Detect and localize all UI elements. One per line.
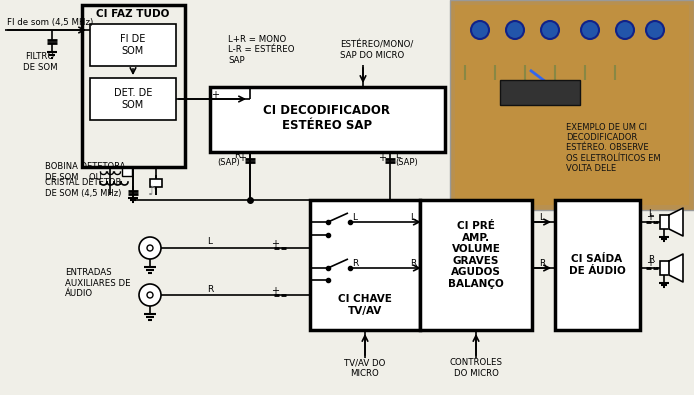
Polygon shape xyxy=(669,254,683,282)
Bar xyxy=(90,78,176,120)
Circle shape xyxy=(646,21,664,39)
Text: CI SAÍDA
DE ÁUDIO: CI SAÍDA DE ÁUDIO xyxy=(568,254,625,276)
Text: +: + xyxy=(271,239,279,249)
Text: TV/AV DO
MICRO: TV/AV DO MICRO xyxy=(344,358,386,378)
Text: L+R = MONO
L-R = ESTÉREO
SAP: L+R = MONO L-R = ESTÉREO SAP xyxy=(228,35,294,65)
Bar xyxy=(90,24,176,66)
Bar xyxy=(660,215,669,229)
Text: R: R xyxy=(648,254,654,263)
Circle shape xyxy=(147,292,153,298)
Circle shape xyxy=(616,21,634,39)
Text: CI PRÉ
AMP.
VOLUME
GRAVES
AGUDOS
BALANÇO: CI PRÉ AMP. VOLUME GRAVES AGUDOS BALANÇO xyxy=(448,221,504,289)
Bar xyxy=(555,200,640,330)
Bar xyxy=(310,200,420,330)
Bar xyxy=(122,168,132,176)
Text: R: R xyxy=(352,258,358,267)
Circle shape xyxy=(541,21,559,39)
Text: +: + xyxy=(646,212,654,222)
Text: L: L xyxy=(208,237,212,246)
Text: L: L xyxy=(353,213,357,222)
Text: FI DE
SOM: FI DE SOM xyxy=(120,34,146,56)
Text: R: R xyxy=(410,260,416,269)
Text: (SAP): (SAP) xyxy=(217,158,240,167)
Text: CONTROLES
DO MICRO: CONTROLES DO MICRO xyxy=(450,358,502,378)
Text: DET. DE
SOM: DET. DE SOM xyxy=(114,88,152,110)
Text: FILTRO
DE SOM: FILTRO DE SOM xyxy=(23,52,58,72)
Text: ♪: ♪ xyxy=(148,184,156,198)
Text: FI de som (4,5 MHz): FI de som (4,5 MHz) xyxy=(7,17,93,26)
Circle shape xyxy=(506,21,524,39)
Circle shape xyxy=(471,21,489,39)
Text: EXEMPLO DE UM CI
DECODIFICADOR
ESTÉREO. OBSERVE
OS ELETROLÍTICOS EM
VOLTA DELE: EXEMPLO DE UM CI DECODIFICADOR ESTÉREO. … xyxy=(566,123,661,173)
Text: ESTÉREO/MONO/
SAP DO MICRO: ESTÉREO/MONO/ SAP DO MICRO xyxy=(340,40,413,60)
Text: +: + xyxy=(271,286,279,296)
Bar xyxy=(455,5,689,205)
Bar xyxy=(500,80,580,105)
Text: CI FAZ TUDO: CI FAZ TUDO xyxy=(96,9,170,19)
Polygon shape xyxy=(669,208,683,236)
Circle shape xyxy=(139,284,161,306)
Text: +: + xyxy=(211,90,219,100)
Bar xyxy=(420,200,532,330)
Bar xyxy=(450,0,694,210)
Text: CRISTAL DETETOR
DE SOM (4,5 MHz): CRISTAL DETETOR DE SOM (4,5 MHz) xyxy=(45,178,121,198)
Text: (SAP): (SAP) xyxy=(395,158,418,167)
Circle shape xyxy=(139,237,161,259)
Text: L: L xyxy=(410,214,416,222)
Bar xyxy=(150,179,162,187)
Bar xyxy=(82,5,185,167)
Text: +: + xyxy=(238,153,246,163)
Circle shape xyxy=(581,21,599,39)
Text: +: + xyxy=(378,153,386,163)
Text: L: L xyxy=(648,209,654,218)
Text: R: R xyxy=(539,258,545,267)
Text: CI DECODIFICADOR
ESTÉREO SAP: CI DECODIFICADOR ESTÉREO SAP xyxy=(264,104,391,132)
Text: ENTRADAS
AUXILIARES DE
ÁUDIO: ENTRADAS AUXILIARES DE ÁUDIO xyxy=(65,268,130,298)
Bar xyxy=(210,87,445,152)
Text: L: L xyxy=(395,150,400,160)
Text: BOBINA DETETORA
DE SOM    OU: BOBINA DETETORA DE SOM OU xyxy=(45,162,126,182)
Text: R: R xyxy=(234,150,240,160)
Text: R: R xyxy=(207,284,213,293)
Text: +: + xyxy=(646,258,654,268)
Text: L: L xyxy=(539,213,545,222)
Bar xyxy=(660,261,669,275)
Circle shape xyxy=(147,245,153,251)
Text: CI CHAVE
TV/AV: CI CHAVE TV/AV xyxy=(338,294,392,316)
